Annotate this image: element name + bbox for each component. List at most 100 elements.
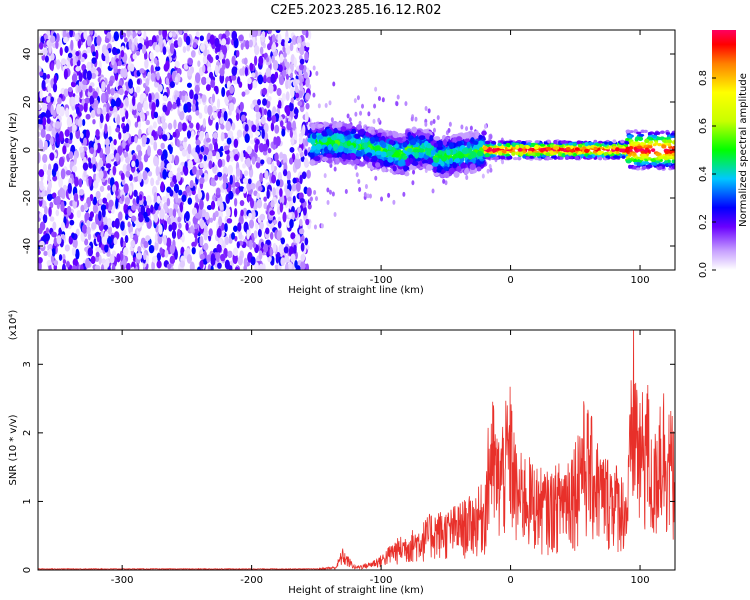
spectrogram-cell (226, 137, 232, 145)
spectrogram-cell (129, 231, 134, 240)
spectrogram-cell (163, 219, 168, 231)
spectrogram-cell (162, 46, 167, 55)
spectrogram-cell (304, 111, 309, 123)
spectrogram-cell (86, 35, 91, 47)
spectrogram-cell (222, 45, 228, 56)
spectrogram-cell (359, 162, 366, 167)
spectrogram-cell (133, 189, 138, 197)
spectrogram-cell (123, 37, 128, 43)
spectrogram-cell (299, 174, 303, 185)
spectrogram-cell (279, 187, 283, 198)
spectrogram-cell (293, 244, 297, 254)
spectrogram-cell (59, 47, 63, 56)
spectrogram-cell (271, 33, 276, 44)
spectrogram-cell (243, 57, 248, 66)
spectrogram-cell (481, 173, 485, 179)
spectrogram-cell (429, 120, 433, 126)
spectrogram-cell (227, 130, 234, 138)
spectrogram-cell (470, 151, 477, 159)
spectrogram-cell (169, 81, 176, 89)
spectrogram-cell (54, 121, 61, 129)
spectrogram-cell (621, 155, 626, 159)
spectrogram-cell (197, 187, 201, 196)
spectrogram-cell (230, 156, 234, 162)
spectrogram-cell (327, 129, 334, 137)
spectrogram-cell (216, 227, 222, 238)
spectrogram-cell (123, 183, 129, 194)
spectrogram-cell (258, 250, 263, 260)
spectrogram-cell (432, 127, 436, 133)
spectrogram-cell (254, 262, 259, 270)
spectrogram-cell (110, 141, 114, 150)
spectrogram-cell (159, 209, 165, 220)
spectrogram-cell (217, 262, 222, 269)
spectrogram-cell (282, 169, 288, 177)
spectrogram-cell (158, 224, 163, 235)
spectrogram-cell (100, 204, 107, 211)
spectrogram-cell (62, 259, 67, 265)
spectrogram-cell (272, 42, 276, 53)
spectrogram-cell (56, 59, 61, 70)
spectrogram-cell (198, 154, 203, 160)
spectrogram-cell (129, 63, 135, 72)
spectrogram-cell (522, 154, 527, 159)
spectrogram-cell (164, 249, 169, 258)
spectrogram-cell (77, 85, 82, 93)
spectrogram-cell (263, 108, 268, 116)
spectrogram-cell (238, 231, 243, 240)
spectrogram-cell (309, 160, 316, 166)
spectrogram-cell (78, 178, 83, 188)
spectrogram-cell (370, 129, 375, 135)
spectrogram-cell (636, 131, 642, 135)
spectrogram-cell (174, 60, 180, 68)
spectrogram-cell (47, 174, 51, 183)
spectrogram-cell (236, 241, 240, 249)
spectrogram-cell (287, 196, 292, 202)
spectrogram-cell (466, 141, 471, 149)
spectrogram-cell (363, 142, 368, 149)
spectrogram-cell (238, 186, 245, 192)
spectrogram-cell (181, 122, 187, 132)
spectrogram-cell (397, 160, 405, 167)
spectrogram-cell (340, 126, 347, 132)
spectrogram-cell (574, 155, 580, 161)
spectrogram-cell (369, 136, 376, 144)
spectrogram-cell (90, 67, 97, 73)
spectrogram-cell (277, 220, 282, 229)
spectrogram-cell (219, 51, 224, 60)
spectrogram-cell (328, 189, 332, 195)
spectrogram-cell (162, 30, 168, 39)
spectrogram-cell (261, 30, 266, 37)
spectrogram-cell (83, 202, 88, 210)
spectrogram-cell (82, 119, 86, 127)
spectrogram-cell (177, 37, 183, 48)
spectrogram-cell (269, 231, 274, 240)
spectrogram-cell (337, 133, 344, 140)
spectrogram-cell (141, 134, 147, 145)
spectrogram-cell (185, 35, 191, 46)
spectrogram-cell (56, 235, 62, 245)
spectrogram-cell (666, 136, 671, 141)
spectrogram-cell (71, 232, 75, 239)
spectrogram-cell (109, 253, 115, 264)
spectrogram-cell (159, 247, 163, 255)
spectrogram-cell (218, 238, 223, 246)
spectrogram-cell (186, 44, 191, 52)
spectrogram-cell (49, 201, 54, 209)
spectrogram-cell (38, 233, 41, 241)
spectrogram-cell (77, 117, 83, 128)
spectrogram-cell (55, 209, 60, 217)
spectrogram-cell (258, 55, 264, 66)
spectrogram-cell (102, 215, 108, 225)
spectrogram-cell (171, 221, 177, 231)
spectrogram-cell (224, 58, 230, 69)
spectrogram-cell (169, 189, 174, 197)
spectrogram-cell (126, 163, 132, 172)
spectrogram-cell (199, 42, 206, 52)
spectrogram-cell (134, 135, 138, 144)
spectrogram-cell (189, 179, 194, 189)
spectrogram-cell (43, 250, 48, 257)
spectrogram-cell (61, 189, 66, 200)
